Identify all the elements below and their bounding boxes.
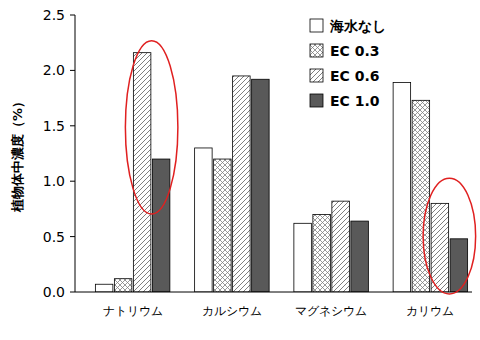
highlight-ellipse — [125, 41, 178, 214]
y-axis — [75, 15, 76, 292]
bar — [393, 83, 411, 292]
x-axis — [75, 292, 472, 293]
category-label: ナトリウム — [103, 304, 163, 318]
y-tick-label: 2.0 — [43, 62, 65, 78]
legend-swatch — [310, 19, 323, 32]
chart-container: 0.0 0.5 1.0 1.5 2.0 2.5 植物体中濃度（%） ナトリウム カルシウム マグネ… — [0, 0, 480, 340]
category-label: マグネシウム — [295, 304, 367, 318]
legend-swatch — [310, 44, 323, 57]
legend-label: EC 1.0 — [330, 93, 380, 109]
y-tick-label: 1.0 — [43, 173, 65, 189]
bar — [294, 223, 312, 292]
y-tick-label: 0.0 — [43, 284, 65, 300]
bar — [195, 148, 213, 292]
bar — [152, 159, 170, 292]
legend-label: EC 0.3 — [330, 43, 380, 59]
y-tick-label: 1.5 — [43, 118, 65, 134]
category-label: カリウム — [406, 304, 454, 318]
bar — [95, 284, 113, 292]
legend-swatch — [310, 69, 323, 82]
legend-swatch — [310, 94, 323, 107]
y-tick — [70, 236, 75, 237]
legend-label: EC 0.6 — [330, 68, 380, 84]
y-tick — [70, 181, 75, 182]
y-tick — [70, 15, 75, 16]
bar — [114, 279, 132, 292]
bar — [252, 79, 270, 292]
y-tick — [70, 70, 75, 71]
bar — [313, 214, 331, 292]
bar — [133, 53, 151, 292]
legend: 海水なし EC 0.3 EC 0.6 EC 1.0 — [310, 18, 386, 109]
bar — [351, 221, 369, 292]
y-axis-label: 植物体中濃度（%） — [10, 95, 25, 213]
bar — [431, 203, 449, 292]
bars — [95, 53, 467, 292]
category-label: カルシウム — [202, 304, 262, 318]
bar — [233, 76, 251, 292]
y-tick-label: 2.5 — [43, 7, 65, 23]
bar — [214, 159, 232, 292]
bar — [332, 201, 350, 292]
chart-svg: 0.0 0.5 1.0 1.5 2.0 2.5 植物体中濃度（%） ナトリウム カルシウム マグネ… — [0, 0, 480, 340]
bar — [412, 100, 430, 292]
highlight-ellipse — [423, 178, 476, 294]
legend-label: 海水なし — [329, 18, 386, 34]
y-tick — [70, 125, 75, 126]
y-tick — [70, 292, 75, 293]
y-tick-label: 0.5 — [43, 229, 65, 245]
